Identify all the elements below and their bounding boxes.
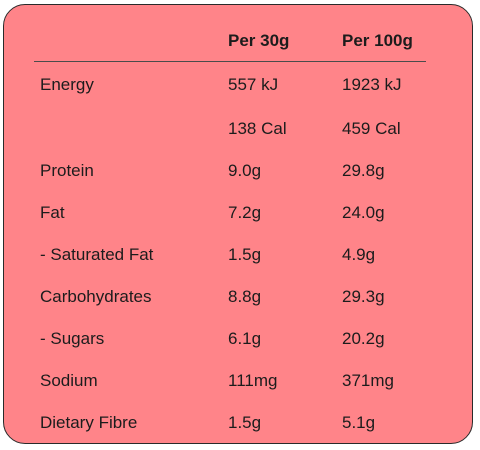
nutrient-label: Protein [40,161,94,180]
nutrient-label: Sodium [40,371,98,390]
value-per-100g: 20.2g [342,329,385,348]
table-row: - Saturated Fat 1.5g 4.9g [34,234,426,276]
table-row: Dietary Fibre 1.5g 5.1g [34,402,426,443]
nutrition-table: Per 30g Per 100g Energy 557 kJ 1923 kJ 1… [34,21,426,443]
table-row: Carbohydrates 8.8g 29.3g [34,276,426,318]
value-per-30g: 9.0g [228,161,262,180]
value-per-100g: 24.0g [342,203,385,222]
nutrient-label: - Saturated Fat [40,245,154,264]
nutrient-label: Fat [40,203,65,222]
nutrient-label: Dietary Fibre [40,413,138,432]
value-per-30g: 111mg [228,371,278,390]
table-row: Energy 557 kJ 1923 kJ [34,62,426,109]
value-per-30g: 6.1g [228,329,262,348]
value-per-100g: 4.9g [342,245,376,264]
value-per-100g: 29.8g [342,161,385,180]
value-per-100g: 371mg [342,371,394,390]
nutrient-label: Energy [40,75,94,94]
value-per-30g: 557 kJ [228,75,279,94]
value-per-100g: 459 Cal [342,119,401,138]
table-row: 138 Cal 459 Cal [34,108,426,150]
nutrient-label: - Sugars [40,329,105,348]
header-per-30g: Per 30g [228,21,342,62]
header-per-100g: Per 100g [342,21,426,62]
value-per-100g: 1923 kJ [342,75,402,94]
value-per-100g: 29.3g [342,287,385,306]
header-nutrient [34,21,228,62]
nutrient-label [34,108,228,150]
value-per-30g: 1.5g [228,413,262,432]
table-row: - Sugars 6.1g 20.2g [34,318,426,360]
value-per-30g: 8.8g [228,287,262,306]
value-per-100g: 5.1g [342,413,376,432]
table-row: Sodium 111mg 371mg [34,360,426,402]
value-per-30g: 1.5g [228,245,262,264]
table-row: Protein 9.0g 29.8g [34,150,426,192]
table-row: Fat 7.2g 24.0g [34,192,426,234]
header-row: Per 30g Per 100g [34,21,426,62]
nutrition-panel: Per 30g Per 100g Energy 557 kJ 1923 kJ 1… [3,4,473,444]
value-per-30g: 138 Cal [228,119,287,138]
value-per-30g: 7.2g [228,203,262,222]
nutrient-label: Carbohydrates [40,287,152,306]
